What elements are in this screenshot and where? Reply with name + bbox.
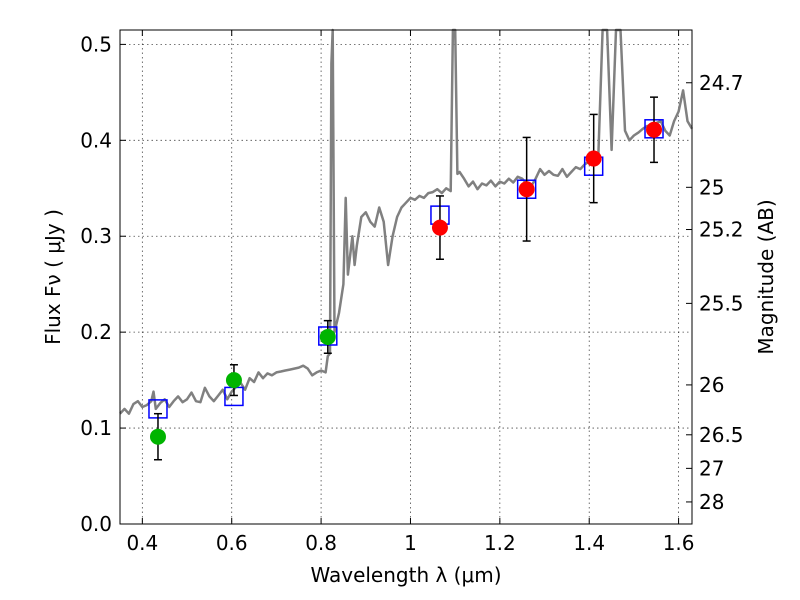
plot-frame bbox=[119, 29, 693, 525]
observed-point bbox=[646, 121, 663, 138]
y-tick-label: 0.0 bbox=[80, 512, 112, 536]
grid-lines bbox=[120, 30, 692, 525]
data-points bbox=[148, 96, 664, 461]
observed-point bbox=[431, 219, 448, 236]
observed-point bbox=[585, 150, 602, 167]
model-spectrum bbox=[119, 28, 694, 415]
y-tick-label: 0.4 bbox=[80, 128, 112, 152]
x-tick-label: 0.8 bbox=[305, 531, 337, 555]
y-axis-label: Flux Fν ( μJy ) bbox=[41, 209, 65, 345]
right-axis-label: Magnitude (AB) bbox=[754, 199, 778, 354]
observed-point bbox=[225, 372, 242, 389]
x-tick-label: 1.2 bbox=[484, 531, 516, 555]
axis-ticks: 0.4 0.6 0.8 1 1.2 1.4 1.6 0.0 0.1 0.2 0.3 0.4 0.5 24.… bbox=[80, 30, 744, 555]
right-tick-label: 25.5 bbox=[699, 291, 744, 315]
x-tick-label: 1.6 bbox=[663, 531, 695, 555]
right-tick-label: 25 bbox=[699, 175, 724, 199]
x-tick-label: 1.4 bbox=[573, 531, 605, 555]
y-tick-label: 0.2 bbox=[80, 320, 112, 344]
right-tick-label: 28 bbox=[699, 490, 724, 514]
observed-point bbox=[518, 181, 535, 198]
right-tick-label: 25.2 bbox=[699, 218, 744, 242]
x-tick-label: 0.6 bbox=[216, 531, 248, 555]
y-tick-label: 0.1 bbox=[80, 416, 112, 440]
right-tick-label: 27 bbox=[699, 456, 724, 480]
observed-point bbox=[149, 428, 166, 445]
right-tick-label: 26.5 bbox=[699, 423, 744, 447]
right-tick-label: 24.7 bbox=[699, 71, 744, 95]
observed-point bbox=[319, 328, 336, 345]
x-axis-label: Wavelength λ (μm) bbox=[310, 563, 501, 587]
spectrum-line bbox=[119, 28, 694, 415]
x-tick-label: 1 bbox=[404, 531, 417, 555]
y-tick-label: 0.3 bbox=[80, 224, 112, 248]
right-tick-label: 26 bbox=[699, 373, 724, 397]
y-tick-label: 0.5 bbox=[80, 32, 112, 56]
x-tick-label: 0.4 bbox=[126, 531, 158, 555]
